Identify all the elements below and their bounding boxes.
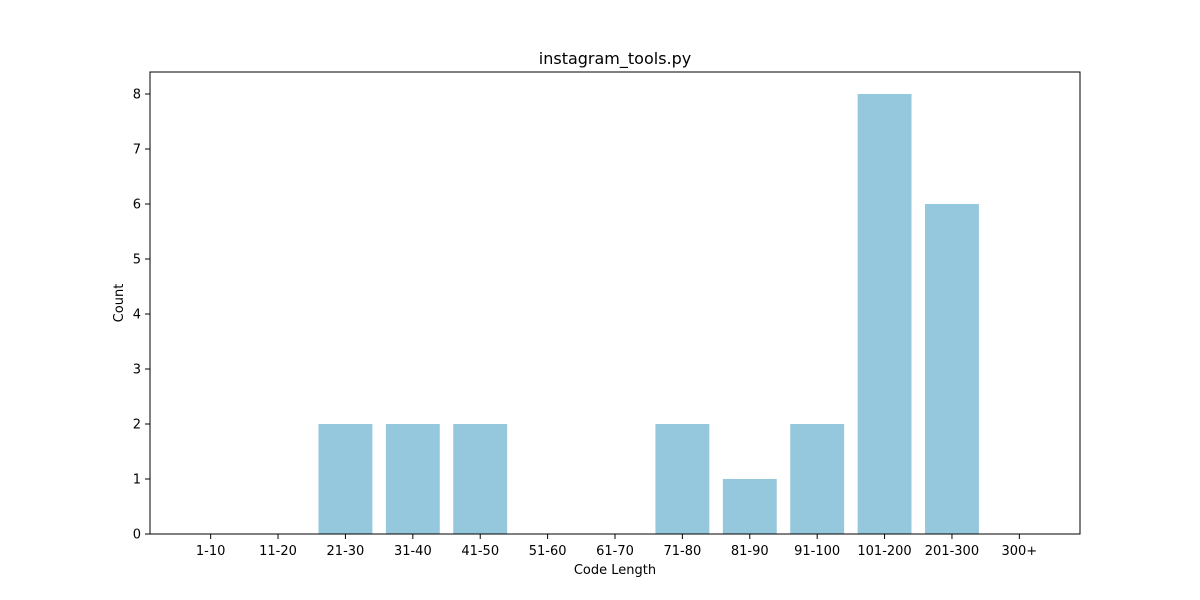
- y-tick-label: 6: [133, 198, 141, 213]
- bar-71-80: [655, 424, 710, 534]
- x-tick-label: 51-60: [529, 544, 567, 559]
- x-tick-label: 71-80: [663, 544, 701, 559]
- y-tick-label: 4: [133, 308, 141, 323]
- x-axis: 1-10 11-20 21-30 31-40 41-50 51-60 61-70 71-80 8…: [196, 534, 1037, 559]
- x-tick-label: 81-90: [731, 544, 769, 559]
- x-tick-label: 201-300: [925, 544, 979, 559]
- bar-21-30: [318, 424, 373, 534]
- x-axis-label: Code Length: [574, 563, 656, 578]
- bar-101-200: [857, 94, 912, 534]
- y-tick-label: 3: [133, 363, 141, 378]
- x-tick-label: 61-70: [596, 544, 634, 559]
- x-tick-label: 101-200: [857, 544, 911, 559]
- x-tick-label: 41-50: [461, 544, 499, 559]
- y-axis-label: Count: [112, 284, 127, 323]
- x-tick-label: 1-10: [196, 544, 226, 559]
- chart-title: instagram_tools.py: [539, 49, 691, 69]
- bar-81-90: [722, 479, 777, 534]
- x-tick-label: 31-40: [394, 544, 432, 559]
- bar-91-100: [790, 424, 845, 534]
- y-tick-label: 2: [133, 418, 141, 433]
- y-tick-label: 8: [133, 88, 141, 103]
- y-tick-label: 7: [133, 143, 141, 158]
- y-axis: 0 1 2 3 4 5 6 7 8: [133, 88, 150, 543]
- y-tick-label: 5: [133, 253, 141, 268]
- x-tick-label: 11-20: [259, 544, 297, 559]
- bars-layer: [318, 94, 979, 534]
- x-tick-label: 300+: [1001, 544, 1037, 559]
- x-tick-label: 91-100: [794, 544, 840, 559]
- bar-41-50: [453, 424, 508, 534]
- bar-201-300: [925, 204, 979, 534]
- x-tick-label: 21-30: [327, 544, 365, 559]
- bar-31-40: [385, 424, 440, 534]
- y-tick-label: 1: [133, 473, 141, 488]
- y-tick-label: 0: [133, 528, 141, 543]
